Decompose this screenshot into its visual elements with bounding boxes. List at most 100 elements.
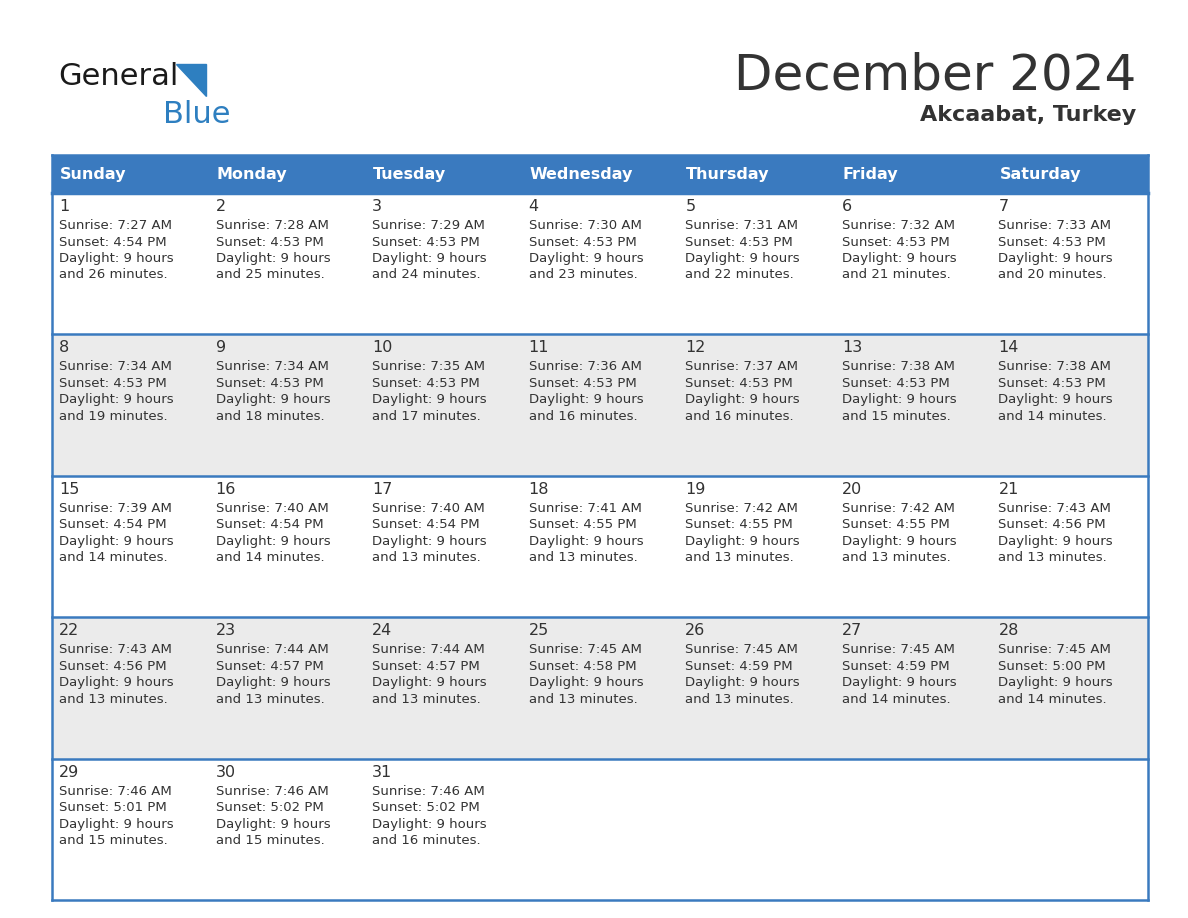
Text: 31: 31: [372, 765, 392, 779]
Text: Sunrise: 7:42 AM: Sunrise: 7:42 AM: [842, 502, 955, 515]
Text: 10: 10: [372, 341, 392, 355]
Text: and 13 minutes.: and 13 minutes.: [685, 693, 794, 706]
Bar: [52, 758, 1148, 900]
Text: Sunrise: 7:46 AM: Sunrise: 7:46 AM: [59, 785, 172, 798]
Text: Sunset: 5:01 PM: Sunset: 5:01 PM: [59, 801, 166, 814]
Text: and 22 minutes.: and 22 minutes.: [685, 268, 794, 282]
Text: Daylight: 9 hours: Daylight: 9 hours: [372, 535, 487, 548]
Text: and 23 minutes.: and 23 minutes.: [529, 268, 638, 282]
Text: Daylight: 9 hours: Daylight: 9 hours: [215, 677, 330, 689]
Text: 23: 23: [215, 623, 235, 638]
Text: Sunrise: 7:38 AM: Sunrise: 7:38 AM: [998, 361, 1111, 374]
Bar: [365, 155, 522, 193]
Text: Saturday: Saturday: [999, 166, 1081, 182]
Text: 12: 12: [685, 341, 706, 355]
Text: Daylight: 9 hours: Daylight: 9 hours: [685, 535, 800, 548]
Text: Daylight: 9 hours: Daylight: 9 hours: [215, 535, 330, 548]
Text: Daylight: 9 hours: Daylight: 9 hours: [998, 677, 1113, 689]
Text: Sunrise: 7:32 AM: Sunrise: 7:32 AM: [842, 219, 955, 232]
Text: Sunset: 4:54 PM: Sunset: 4:54 PM: [372, 519, 480, 532]
Text: Sunrise: 7:30 AM: Sunrise: 7:30 AM: [529, 219, 642, 232]
Text: 26: 26: [685, 623, 706, 638]
Text: Sunrise: 7:39 AM: Sunrise: 7:39 AM: [59, 502, 172, 515]
Text: 9: 9: [215, 341, 226, 355]
Text: Sunrise: 7:46 AM: Sunrise: 7:46 AM: [215, 785, 328, 798]
Text: and 21 minutes.: and 21 minutes.: [842, 268, 950, 282]
Text: Daylight: 9 hours: Daylight: 9 hours: [372, 818, 487, 831]
Text: 17: 17: [372, 482, 392, 497]
Polygon shape: [176, 64, 206, 96]
Text: Daylight: 9 hours: Daylight: 9 hours: [372, 394, 487, 407]
Text: Sunrise: 7:34 AM: Sunrise: 7:34 AM: [215, 361, 328, 374]
Text: Daylight: 9 hours: Daylight: 9 hours: [59, 677, 173, 689]
Text: Sunset: 4:55 PM: Sunset: 4:55 PM: [842, 519, 949, 532]
Text: Daylight: 9 hours: Daylight: 9 hours: [685, 394, 800, 407]
Text: Sunrise: 7:29 AM: Sunrise: 7:29 AM: [372, 219, 485, 232]
Text: Sunset: 5:00 PM: Sunset: 5:00 PM: [998, 660, 1106, 673]
Text: Sunset: 4:53 PM: Sunset: 4:53 PM: [59, 377, 166, 390]
Text: and 16 minutes.: and 16 minutes.: [685, 410, 794, 423]
Text: Sunset: 4:59 PM: Sunset: 4:59 PM: [685, 660, 792, 673]
Text: Daylight: 9 hours: Daylight: 9 hours: [998, 535, 1113, 548]
Text: and 13 minutes.: and 13 minutes.: [842, 552, 950, 565]
Text: Daylight: 9 hours: Daylight: 9 hours: [59, 394, 173, 407]
Text: Tuesday: Tuesday: [373, 166, 447, 182]
Text: and 16 minutes.: and 16 minutes.: [372, 834, 481, 847]
Text: 27: 27: [842, 623, 862, 638]
Text: Sunset: 4:53 PM: Sunset: 4:53 PM: [842, 236, 949, 249]
Text: Thursday: Thursday: [687, 166, 770, 182]
Text: 5: 5: [685, 199, 695, 214]
Text: 8: 8: [59, 341, 69, 355]
Text: Daylight: 9 hours: Daylight: 9 hours: [998, 252, 1113, 265]
Text: Sunrise: 7:40 AM: Sunrise: 7:40 AM: [372, 502, 485, 515]
Text: Sunrise: 7:35 AM: Sunrise: 7:35 AM: [372, 361, 485, 374]
Text: and 16 minutes.: and 16 minutes.: [529, 410, 637, 423]
Text: Sunset: 4:59 PM: Sunset: 4:59 PM: [842, 660, 949, 673]
Text: Sunset: 4:53 PM: Sunset: 4:53 PM: [215, 377, 323, 390]
Text: December 2024: December 2024: [734, 52, 1136, 100]
Text: Daylight: 9 hours: Daylight: 9 hours: [372, 677, 487, 689]
Text: Sunset: 4:53 PM: Sunset: 4:53 PM: [372, 236, 480, 249]
Text: Sunset: 4:54 PM: Sunset: 4:54 PM: [59, 519, 166, 532]
Text: Sunrise: 7:28 AM: Sunrise: 7:28 AM: [215, 219, 328, 232]
Text: Sunset: 4:53 PM: Sunset: 4:53 PM: [529, 377, 637, 390]
Text: Daylight: 9 hours: Daylight: 9 hours: [59, 818, 173, 831]
Text: Sunrise: 7:27 AM: Sunrise: 7:27 AM: [59, 219, 172, 232]
Bar: [835, 155, 992, 193]
Text: Sunset: 4:55 PM: Sunset: 4:55 PM: [685, 519, 794, 532]
Text: Daylight: 9 hours: Daylight: 9 hours: [372, 252, 487, 265]
Bar: [992, 155, 1148, 193]
Text: 19: 19: [685, 482, 706, 497]
Text: Sunset: 4:54 PM: Sunset: 4:54 PM: [215, 519, 323, 532]
Text: Daylight: 9 hours: Daylight: 9 hours: [59, 535, 173, 548]
Text: Sunrise: 7:42 AM: Sunrise: 7:42 AM: [685, 502, 798, 515]
Text: Friday: Friday: [842, 166, 898, 182]
Text: Sunset: 4:53 PM: Sunset: 4:53 PM: [998, 377, 1106, 390]
Text: Daylight: 9 hours: Daylight: 9 hours: [685, 252, 800, 265]
Text: and 13 minutes.: and 13 minutes.: [372, 693, 481, 706]
Text: Sunset: 4:53 PM: Sunset: 4:53 PM: [842, 377, 949, 390]
Text: Daylight: 9 hours: Daylight: 9 hours: [215, 818, 330, 831]
Text: Sunrise: 7:41 AM: Sunrise: 7:41 AM: [529, 502, 642, 515]
Text: and 13 minutes.: and 13 minutes.: [529, 693, 638, 706]
Text: and 13 minutes.: and 13 minutes.: [685, 552, 794, 565]
Bar: [52, 193, 1148, 334]
Text: Sunrise: 7:45 AM: Sunrise: 7:45 AM: [842, 644, 955, 656]
Text: Sunrise: 7:33 AM: Sunrise: 7:33 AM: [998, 219, 1112, 232]
Text: Sunrise: 7:38 AM: Sunrise: 7:38 AM: [842, 361, 955, 374]
Text: Sunrise: 7:43 AM: Sunrise: 7:43 AM: [59, 644, 172, 656]
Text: Daylight: 9 hours: Daylight: 9 hours: [529, 252, 644, 265]
Text: and 20 minutes.: and 20 minutes.: [998, 268, 1107, 282]
Text: Sunset: 4:53 PM: Sunset: 4:53 PM: [685, 377, 794, 390]
Text: Daylight: 9 hours: Daylight: 9 hours: [842, 535, 956, 548]
Text: Blue: Blue: [163, 100, 230, 129]
Text: and 15 minutes.: and 15 minutes.: [59, 834, 168, 847]
Text: Sunday: Sunday: [61, 166, 126, 182]
Text: and 25 minutes.: and 25 minutes.: [215, 268, 324, 282]
Text: Akcaabat, Turkey: Akcaabat, Turkey: [920, 105, 1136, 125]
Text: and 13 minutes.: and 13 minutes.: [59, 693, 168, 706]
Text: Sunrise: 7:40 AM: Sunrise: 7:40 AM: [215, 502, 328, 515]
Text: Sunrise: 7:46 AM: Sunrise: 7:46 AM: [372, 785, 485, 798]
Text: Sunrise: 7:37 AM: Sunrise: 7:37 AM: [685, 361, 798, 374]
Text: Sunset: 4:53 PM: Sunset: 4:53 PM: [372, 377, 480, 390]
